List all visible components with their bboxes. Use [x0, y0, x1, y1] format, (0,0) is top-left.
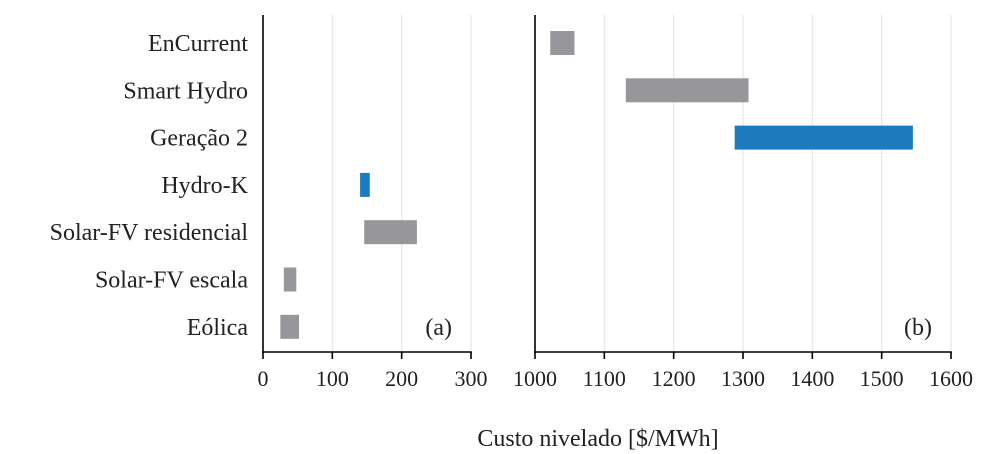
category-label: Solar-FV escala: [95, 268, 248, 294]
x-tick-label: 1200: [652, 366, 696, 391]
x-tick-label: 1400: [790, 366, 834, 391]
bar-solar-fv-residencial: [364, 220, 417, 244]
category-label: Eólica: [187, 315, 249, 341]
category-label: Geração 2: [150, 126, 248, 152]
x-tick-label: 1500: [860, 366, 904, 391]
x-tick-label: 100: [316, 366, 349, 391]
category-label: EnCurrent: [148, 31, 248, 57]
bar-solar-fv-escala: [284, 268, 296, 292]
panel-label: (a): [425, 315, 452, 341]
x-tick-label: 1300: [721, 366, 765, 391]
bar-gera-o-2: [735, 126, 913, 150]
bar-smart-hydro: [626, 78, 749, 102]
x-tick-label: 1600: [929, 366, 973, 391]
x-tick-label: 0: [258, 366, 269, 391]
x-tick-label: 1000: [513, 366, 557, 391]
category-label: Hydro-K: [161, 173, 248, 199]
category-label: Smart Hydro: [123, 78, 248, 104]
panel-a: 0 100 200 300(a): [258, 15, 488, 391]
bar-encurrent: [550, 31, 574, 55]
bar-hydro-k: [360, 173, 370, 197]
x-tick-label: 1100: [583, 366, 626, 391]
category-label: Solar-FV residencial: [50, 220, 249, 246]
x-tick-label: 300: [455, 366, 488, 391]
category-labels: EnCurrent Smart Hydro Geração 2 Hydro-K Sola…: [50, 31, 249, 341]
x-axis-label: Custo nivelado [$/MWh]: [477, 426, 718, 452]
panel-b: 1000 1100 1200 1300 1400 1500 1600 (b): [513, 15, 973, 391]
panel-label: (b): [904, 315, 932, 341]
x-tick-label: 200: [385, 366, 418, 391]
bar-e-lica: [280, 315, 299, 339]
